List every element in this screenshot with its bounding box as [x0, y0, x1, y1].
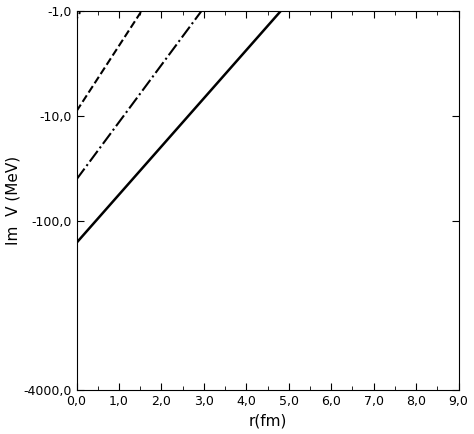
Y-axis label: Im  V (MeV): Im V (MeV) [6, 156, 20, 245]
X-axis label: r(fm): r(fm) [248, 414, 287, 428]
